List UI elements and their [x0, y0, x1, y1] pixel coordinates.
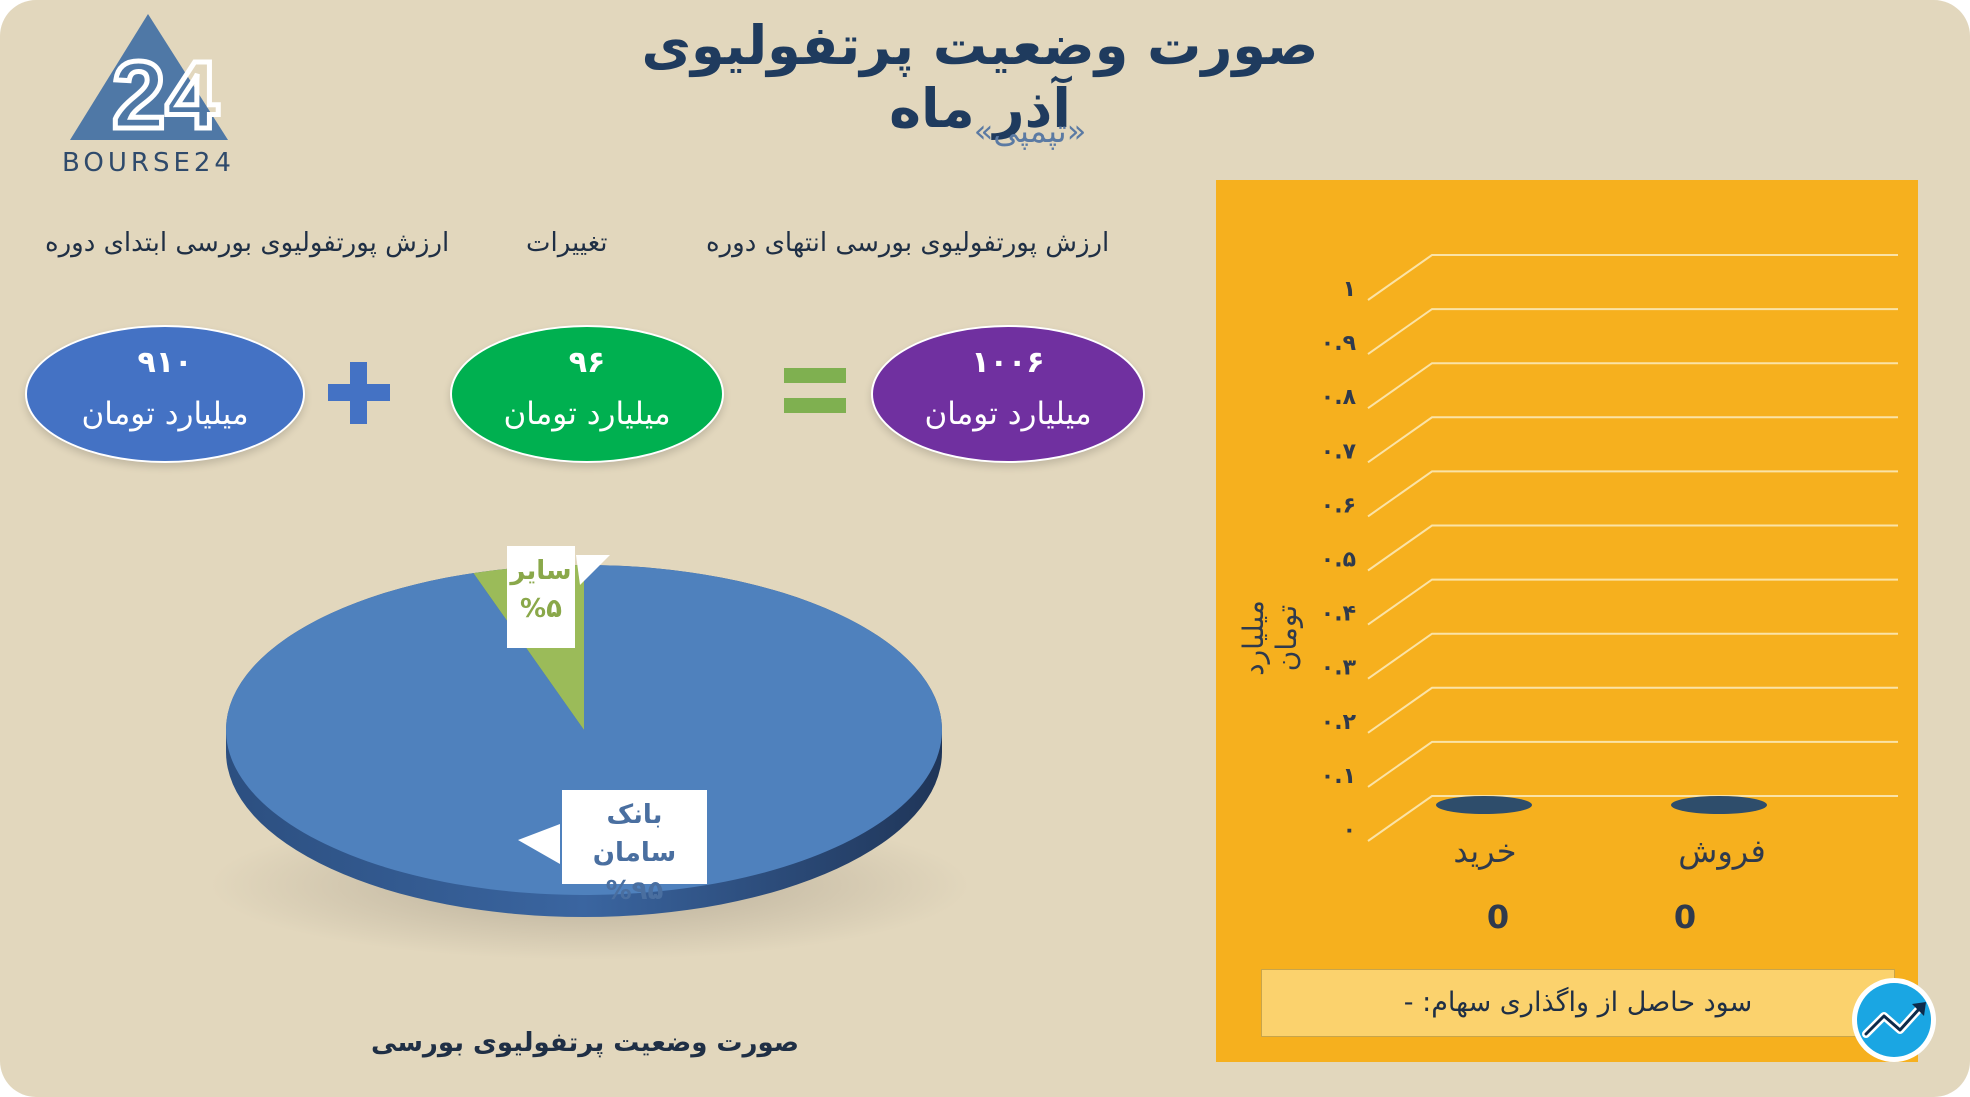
bar-buy: [1436, 796, 1532, 814]
end-value-label: ارزش پورتفولیوی بورسی انتهای دوره: [706, 228, 1110, 258]
other-slice-label: سایر: [510, 556, 572, 586]
end-value-unit: میلیارد تومان: [924, 396, 1092, 432]
plus-icon: [328, 362, 390, 424]
bar-value-sell: 0: [1673, 898, 1697, 936]
start-value-unit: میلیارد تومان: [81, 396, 249, 432]
pie-slice-bank-saman: [226, 565, 943, 895]
bar-y-tick-label: ۰.۱: [1321, 764, 1356, 789]
other-slice-callout: سایر %۵: [507, 546, 575, 648]
bar-y-axis-title: میلیارد تومان: [1237, 600, 1303, 676]
bar-y-tick-label: ۰.۳: [1321, 656, 1357, 681]
bar-gridline: [1367, 632, 1898, 680]
change-label: تغییرات: [526, 228, 608, 258]
bar-gridline: [1367, 524, 1898, 572]
change-value-ellipse: ۹۶ میلیارد تومان: [450, 325, 724, 463]
start-value-ellipse: ۹۱۰ میلیارد تومان: [25, 325, 305, 463]
bar-category-sell: فروش: [1678, 832, 1766, 870]
bar-gridline: [1367, 740, 1898, 788]
bar-gridline: [1367, 254, 1898, 301]
bourse24-logo: 24: [70, 14, 228, 152]
end-value-ellipse: ۱۰۰۶ میلیارد تومان: [871, 325, 1145, 463]
profit-summary-box: سود حاصل از واگذاری سهام: -: [1261, 969, 1895, 1037]
saman-callout-pointer: [518, 824, 560, 864]
bar-y-tick-label: ۰: [1343, 818, 1356, 843]
bar-y-tick-label: ۰.۷: [1321, 439, 1357, 464]
bar-gridline: [1367, 578, 1898, 626]
bar-y-tick-label: ۰.۸: [1321, 385, 1357, 410]
saman-slice-callout: بانک سامان %۹۵: [562, 790, 707, 906]
bar-value-buy: 0: [1486, 898, 1510, 936]
bar-sell: [1671, 796, 1767, 814]
bar-y-tick-label: ۰.۹: [1321, 331, 1356, 356]
page-subtitle: «تپمپی»: [973, 112, 1087, 150]
bar-category-buy: خرید: [1453, 832, 1517, 870]
bar-gridline: [1367, 416, 1898, 464]
equals-icon: [784, 368, 846, 413]
saman-slice-label: بانک سامان: [592, 800, 677, 868]
pie-chart-title: صورت وضعیت پرتفولیوی بورسی: [371, 1028, 799, 1058]
bar-y-tick-label: ۰.۴: [1321, 602, 1356, 627]
bar-gridline: [1367, 795, 1898, 842]
bar-y-tick-label: ۰.۲: [1321, 710, 1357, 735]
end-value: ۱۰۰۶: [971, 345, 1045, 380]
other-slice-percent: %۵: [520, 594, 562, 624]
saman-slice-percent: %۹۵: [605, 876, 664, 906]
page-title: صورت وضعیت پرتفولیوی آذر ماه: [641, 14, 1319, 140]
bar-gridline: [1367, 686, 1898, 734]
change-value: ۹۶: [568, 345, 606, 380]
bourse24-trend-badge-icon: [1852, 978, 1936, 1062]
bar-gridline: [1367, 362, 1898, 410]
trade-chart-panel: ۰ ۰.۱ ۰.۲ ۰.۳ ۰.۴ ۰.۵ ۰.۶ ۰.۷ ۰.۸ ۰.۹ ۱: [1216, 180, 1918, 1062]
bar-y-tick-label: ۰.۶: [1321, 493, 1356, 518]
trade-bar-chart: ۰ ۰.۱ ۰.۲ ۰.۳ ۰.۴ ۰.۵ ۰.۶ ۰.۷ ۰.۸ ۰.۹ ۱: [1321, 254, 1898, 843]
logo-text: BOURSE24: [62, 148, 235, 178]
bar-gridline: [1367, 470, 1898, 518]
bar-y-tick-label: ۰.۵: [1321, 548, 1356, 573]
bar-gridline: [1367, 308, 1898, 355]
other-callout-pointer: [576, 555, 610, 585]
change-value-unit: میلیارد تومان: [503, 396, 671, 432]
svg-text:24: 24: [112, 42, 219, 149]
bar-y-tick-label: ۱: [1343, 277, 1356, 302]
start-value: ۹۱۰: [137, 345, 193, 380]
start-value-label: ارزش پورتفولیوی بورسی ابتدای دوره: [45, 228, 450, 258]
